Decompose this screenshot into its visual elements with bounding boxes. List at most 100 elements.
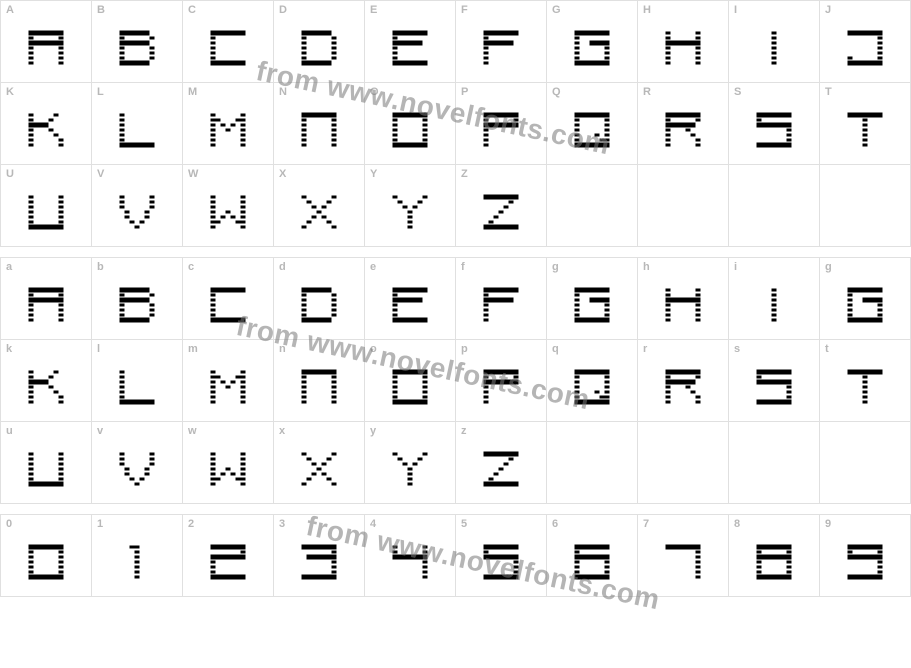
char-cell[interactable]: 4 — [365, 515, 456, 597]
glyph — [752, 369, 797, 404]
char-cell[interactable]: Z — [456, 165, 547, 247]
empty-cell — [820, 165, 911, 247]
char-cell[interactable]: w — [183, 422, 274, 504]
glyph — [843, 30, 888, 65]
glyph — [752, 30, 797, 65]
char-cell[interactable]: q — [547, 340, 638, 422]
char-cell[interactable]: 5 — [456, 515, 547, 597]
cell-key-label: 5 — [461, 518, 467, 530]
char-cell[interactable]: 1 — [92, 515, 183, 597]
char-cell[interactable]: J — [820, 1, 911, 83]
char-cell[interactable]: 0 — [1, 515, 92, 597]
char-cell[interactable]: N — [274, 83, 365, 165]
char-cell[interactable]: T — [820, 83, 911, 165]
char-cell[interactable]: u — [1, 422, 92, 504]
char-cell[interactable]: C — [183, 1, 274, 83]
char-cell[interactable]: I — [729, 1, 820, 83]
char-cell[interactable]: F — [456, 1, 547, 83]
char-cell[interactable]: f — [456, 258, 547, 340]
char-cell[interactable]: l — [92, 340, 183, 422]
char-cell[interactable]: z — [456, 422, 547, 504]
char-cell[interactable]: 2 — [183, 515, 274, 597]
glyph — [388, 544, 433, 579]
char-cell[interactable]: 3 — [274, 515, 365, 597]
glyph — [115, 112, 160, 147]
char-cell[interactable]: x — [274, 422, 365, 504]
char-cell[interactable]: D — [274, 1, 365, 83]
glyph — [297, 112, 342, 147]
glyph — [388, 30, 433, 65]
glyph — [206, 544, 251, 579]
char-cell[interactable]: a — [1, 258, 92, 340]
cell-key-label: l — [97, 343, 100, 355]
cell-key-label: E — [370, 4, 377, 16]
cell-key-label: a — [6, 261, 12, 273]
char-cell[interactable]: B — [92, 1, 183, 83]
charmap-grid: abcdefghigklmnopqrstuvwxyz — [0, 257, 911, 504]
char-cell[interactable]: G — [547, 1, 638, 83]
cell-key-label: 9 — [825, 518, 831, 530]
charmap-grid: 0 12345 67 8 9 — [0, 514, 911, 597]
glyph — [24, 369, 69, 404]
glyph — [661, 287, 706, 322]
char-cell[interactable]: e — [365, 258, 456, 340]
char-cell[interactable]: k — [1, 340, 92, 422]
char-cell[interactable]: v — [92, 422, 183, 504]
char-cell[interactable]: 6 — [547, 515, 638, 597]
char-cell[interactable]: H — [638, 1, 729, 83]
char-cell[interactable]: d — [274, 258, 365, 340]
glyph — [479, 451, 524, 486]
char-cell[interactable]: m — [183, 340, 274, 422]
char-cell[interactable]: R — [638, 83, 729, 165]
cell-key-label: H — [643, 4, 651, 16]
cell-key-label: 7 — [643, 518, 649, 530]
char-cell[interactable]: Y — [365, 165, 456, 247]
char-cell[interactable]: U — [1, 165, 92, 247]
glyph — [297, 369, 342, 404]
char-cell[interactable]: 9 — [820, 515, 911, 597]
empty-cell — [638, 165, 729, 247]
char-cell[interactable]: r — [638, 340, 729, 422]
glyph — [24, 451, 69, 486]
cell-key-label: P — [461, 86, 468, 98]
char-cell[interactable]: c — [183, 258, 274, 340]
section-spacer — [0, 504, 911, 514]
char-cell[interactable]: i — [729, 258, 820, 340]
char-cell[interactable]: b — [92, 258, 183, 340]
cell-key-label: f — [461, 261, 465, 273]
char-cell[interactable]: y — [365, 422, 456, 504]
char-cell[interactable]: L — [92, 83, 183, 165]
char-cell[interactable]: g — [547, 258, 638, 340]
char-cell[interactable]: s — [729, 340, 820, 422]
char-cell[interactable]: M — [183, 83, 274, 165]
glyph — [388, 112, 433, 147]
char-cell[interactable]: h — [638, 258, 729, 340]
char-cell[interactable]: n — [274, 340, 365, 422]
glyph — [388, 369, 433, 404]
char-cell[interactable]: 7 — [638, 515, 729, 597]
char-cell[interactable]: t — [820, 340, 911, 422]
char-cell[interactable]: Q — [547, 83, 638, 165]
char-cell[interactable]: E — [365, 1, 456, 83]
char-cell[interactable]: A — [1, 1, 92, 83]
char-cell[interactable]: S — [729, 83, 820, 165]
char-cell[interactable]: X — [274, 165, 365, 247]
glyph — [206, 287, 251, 322]
char-cell[interactable]: o — [365, 340, 456, 422]
char-cell[interactable]: W — [183, 165, 274, 247]
glyph — [115, 369, 160, 404]
glyph — [297, 287, 342, 322]
glyph — [570, 544, 615, 579]
cell-key-label: i — [734, 261, 737, 273]
char-cell[interactable]: V — [92, 165, 183, 247]
cell-key-label: 0 — [6, 518, 12, 530]
glyph — [206, 194, 251, 229]
char-cell[interactable]: 8 — [729, 515, 820, 597]
cell-key-label: 8 — [734, 518, 740, 530]
char-cell[interactable]: O — [365, 83, 456, 165]
char-cell[interactable]: K — [1, 83, 92, 165]
char-cell[interactable]: P — [456, 83, 547, 165]
char-cell[interactable]: p — [456, 340, 547, 422]
cell-key-label: y — [370, 425, 376, 437]
char-cell[interactable]: g — [820, 258, 911, 340]
